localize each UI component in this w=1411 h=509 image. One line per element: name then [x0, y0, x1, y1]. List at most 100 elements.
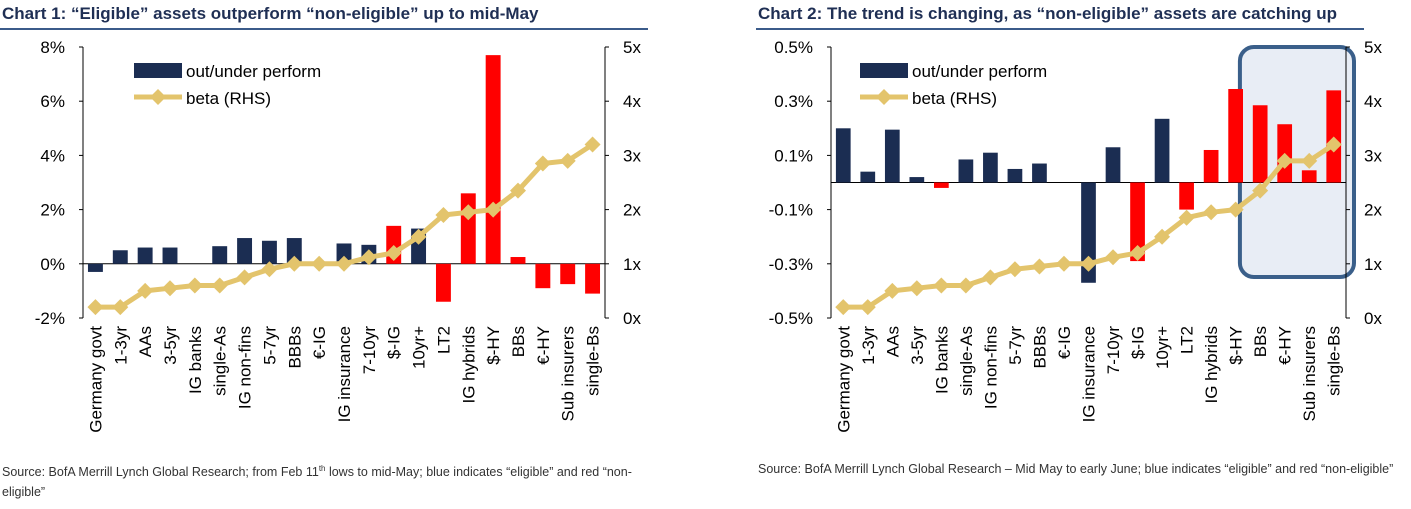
chart-2-category-label: LT2	[1178, 326, 1197, 354]
chart-1-bar	[336, 243, 352, 264]
chart-2-beta-point	[1154, 228, 1171, 245]
chart-1-right-tick-label: 0x	[623, 309, 641, 328]
chart-2-category-label: 7-10yr	[1104, 326, 1123, 375]
chart-2-beta-point	[1301, 152, 1318, 169]
chart-2-beta-point	[1227, 201, 1244, 218]
chart-1-left-tick-label: -2%	[35, 309, 65, 328]
chart-2-left-tick-label: -0.1%	[769, 201, 813, 220]
chart-2-bar	[884, 129, 900, 183]
chart-2-beta-point	[1105, 249, 1122, 266]
chart-2-beta-point	[1006, 261, 1023, 278]
chart-2-category-label: IG hybrids	[1202, 326, 1221, 403]
chart-2-plot: -0.5% -0.3% -0.1% 0.1% 0.3% 0.5% 0x 1x 2x 3x 4x 5x G…	[769, 38, 1383, 433]
chart-2-category-label: IG insurance	[1080, 326, 1099, 422]
chart-2-right-tick-label: 0x	[1364, 309, 1382, 328]
chart-2-category-label: IG non-fins	[981, 326, 1000, 409]
chart-2-legend-line-label: beta (RHS)	[912, 89, 997, 108]
chart-1-category-label: Sub insurers	[559, 326, 578, 421]
chart-2-bar	[958, 159, 974, 183]
chart-2-category-label: single-As	[957, 326, 976, 396]
chart-2-panel: Chart 2: The trend is changing, as “non-…	[756, 0, 1411, 509]
chart-1-bar	[510, 257, 526, 264]
chart-2-category-label: BBs	[1251, 326, 1270, 357]
chart-2-right-tick-label: 1x	[1364, 255, 1382, 274]
chart-1-bar	[261, 240, 277, 264]
chart-2-bar	[860, 171, 876, 183]
chart-1-category-label: BBs	[509, 326, 528, 357]
chart-2-bar	[1301, 170, 1317, 183]
chart-2-bar	[1007, 168, 1023, 183]
chart-2-left-tick-label: 0.1%	[774, 146, 813, 165]
chart-1-category-label: €-HY	[534, 326, 553, 365]
chart-2-category-label: €-HY	[1276, 326, 1295, 365]
chart-2-beta-point	[1203, 204, 1220, 221]
chart-1-title-rule	[0, 28, 648, 30]
chart-1-beta-point	[360, 249, 377, 266]
chart-1-category-label: 3-5yr	[161, 326, 180, 365]
chart-2-beta-point	[1055, 255, 1072, 272]
chart-2-category-label: 5-7yr	[1006, 326, 1025, 365]
chart-2-category-label: 1-3yr	[859, 326, 878, 365]
chart-1-category-label: 1-3yr	[111, 326, 130, 365]
chart-2-category-label: BBBs	[1030, 326, 1049, 369]
chart-1-category-label: single-Bs	[584, 326, 603, 396]
chart-1-left-tick-label: 2%	[40, 201, 65, 220]
chart-2-beta-point	[933, 277, 950, 294]
chart-1-bar	[585, 263, 601, 294]
chart-1-bar	[535, 263, 551, 289]
chart-1-title: Chart 1: “Eligible” assets outperform “n…	[2, 4, 539, 23]
chart-1-category-label: $-HY	[484, 326, 503, 365]
chart-1-panel: Chart 1: “Eligible” assets outperform “n…	[0, 0, 700, 509]
chart-1-category-label: 10yr+	[410, 326, 429, 369]
chart-2-beta-point	[1178, 209, 1195, 226]
chart-1-category-label: IG non-fins	[236, 326, 255, 409]
chart-2-bar	[1154, 118, 1170, 183]
chart-2-bar	[934, 182, 949, 188]
chart-2-beta-point	[1031, 258, 1048, 275]
chart-2-legend-bar-label: out/under perform	[912, 62, 1047, 81]
chart-2-category-label: Germany govt	[834, 326, 853, 433]
chart-1-beta-point	[186, 277, 203, 294]
chart-2-category-label: 3-5yr	[908, 326, 927, 365]
chart-2-right-tick-label: 4x	[1364, 92, 1382, 111]
chart-1-beta-point	[311, 255, 328, 272]
chart-2-category-label: 10yr+	[1153, 326, 1172, 369]
chart-2-legend-line-marker	[876, 89, 892, 105]
chart-2-beta-point	[1325, 136, 1342, 153]
chart-2-left-tick-label: 0.5%	[774, 38, 813, 57]
chart-2-beta-point	[1129, 244, 1146, 261]
chart-1-right-tick-label: 1x	[623, 255, 641, 274]
chart-2-right-tick-label: 2x	[1364, 201, 1382, 220]
chart-1-beta-point	[460, 204, 477, 221]
chart-1-beta-point	[236, 269, 253, 286]
chart-2-title: Chart 2: The trend is changing, as “non-…	[758, 4, 1338, 23]
chart-1-category-label: €-IG	[310, 326, 329, 359]
chart-1-category-label: IG insurance	[335, 326, 354, 422]
chart-2-bar	[1032, 163, 1047, 183]
chart-1-bar	[162, 247, 178, 264]
chart-2-beta-point	[835, 299, 852, 316]
chart-1-category-label: 5-7yr	[260, 326, 279, 365]
chart-2-bar	[1326, 90, 1342, 183]
chart-2-bar	[1130, 182, 1145, 262]
chart-1-bar	[137, 247, 153, 264]
chart-2-beta-point	[957, 277, 974, 294]
chart-1-category-label: IG hybrids	[459, 326, 478, 403]
chart-1-category-label: 7-10yr	[360, 326, 379, 375]
chart-1-category-label: IG banks	[186, 326, 205, 394]
chart-1-right-tick-label: 3x	[623, 146, 641, 165]
chart-2-bar	[1105, 147, 1121, 183]
chart-1-category-label: $-IG	[385, 326, 404, 359]
chart-1-bar	[87, 263, 103, 272]
chart-1-right-tick-label: 4x	[623, 92, 641, 111]
chart-1-category-label: BBBs	[285, 326, 304, 369]
chart-2-beta-point	[908, 280, 925, 297]
chart-1-legend-line-label: beta (RHS)	[186, 89, 271, 108]
chart-1-beta-point	[534, 155, 551, 172]
chart-2-category-label: $-HY	[1227, 326, 1246, 365]
chart-2-category-label: $-IG	[1129, 326, 1148, 359]
chart-1-beta-point	[435, 207, 452, 224]
chart-2-beta-point	[982, 269, 999, 286]
chart-1-left-tick-label: 0%	[40, 255, 65, 274]
chart-2-bar	[1228, 89, 1243, 183]
